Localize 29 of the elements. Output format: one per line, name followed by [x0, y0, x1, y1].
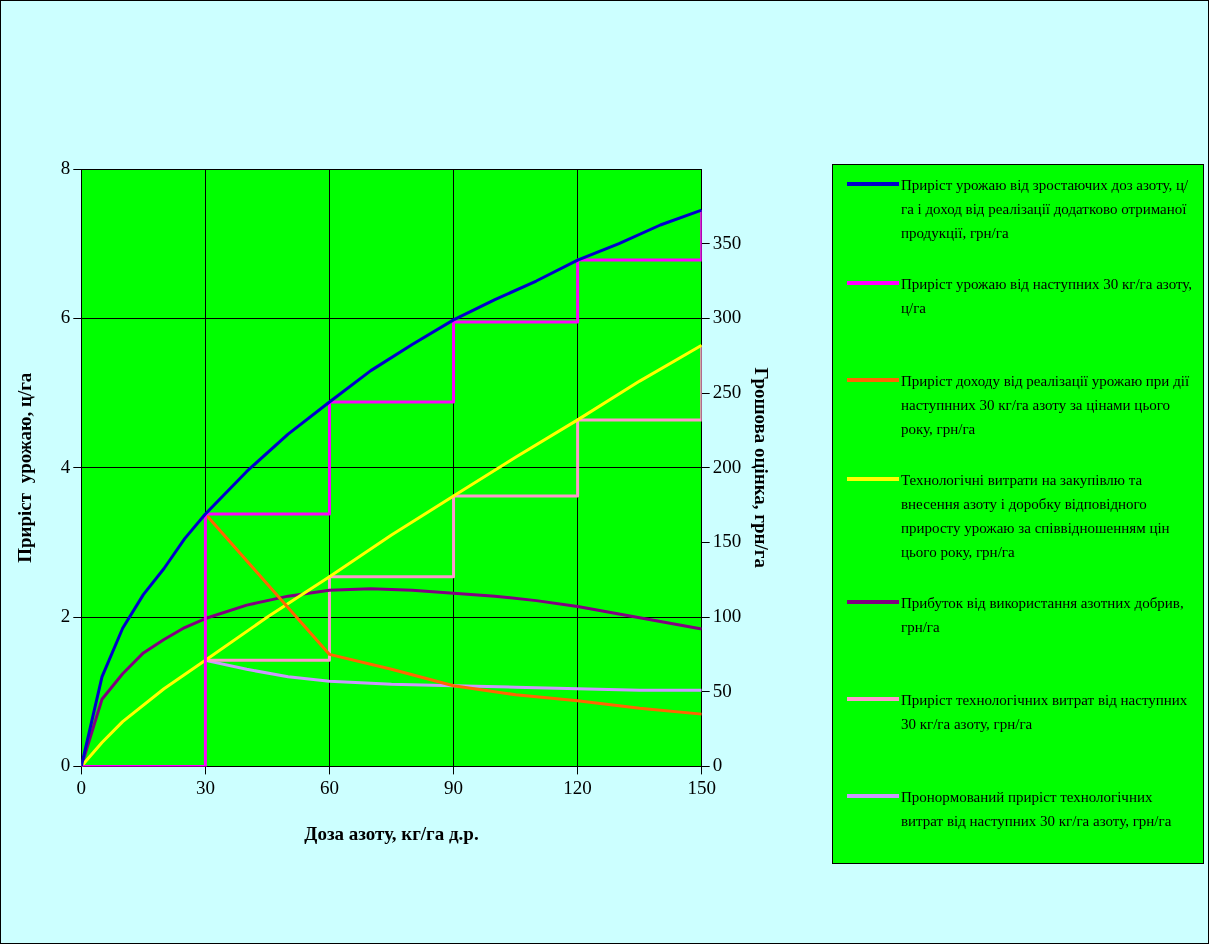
x-tick-label: 150 — [687, 776, 716, 798]
x-tick-label: 60 — [319, 776, 339, 798]
y2-tick-label: 250 — [712, 381, 742, 403]
legend-label: Приріст технологічних витрат від наступних 30 кг/га азоту, грн/га — [901, 691, 1189, 734]
y2-tick-label: 0 — [712, 754, 723, 776]
y2-tick-label: 200 — [712, 455, 742, 477]
legend-label: Прибуток від використання азотних добрив, грн/га — [901, 594, 1185, 637]
y-tick-label: 6 — [60, 306, 71, 328]
x-tick-label: 30 — [195, 776, 215, 798]
y-tick-label: 0 — [60, 754, 71, 776]
y2-tick-label: 100 — [712, 605, 742, 627]
x-tick-label: 90 — [444, 776, 464, 798]
legend-label: Приріст урожаю від зростаючих доз азоту, ц/га і доход від реалізації додатково отриманої продукції, грн/га — [901, 176, 1190, 243]
legend-label: Пронормований приріст технологічних витрат від наступних 30 кг/га азоту, грн/га — [901, 788, 1173, 831]
y2-tick-label: 50 — [712, 679, 732, 701]
y-tick-label: 2 — [60, 605, 71, 627]
y-tick-label: 8 — [60, 156, 71, 178]
legend-label: Технологічні витрати на закупівлю та внесення азоту і доробку відповідного приросту урожаю за співвідношенням цін цього року, грн/га — [901, 471, 1171, 562]
legend-label: Приріст доходу від реалізації урожаю при дії наступнних 30 кг/га азоту за цінами цього року, грн/га — [901, 372, 1191, 439]
y2-tick-label: 150 — [712, 530, 742, 552]
y-tick-label: 4 — [60, 455, 71, 477]
y2-tick-label: 300 — [712, 306, 742, 328]
x-axis-title: Доза азоту, кг/га д.р. — [304, 822, 479, 844]
legend-label: Приріст урожаю від наступних 30 кг/га азоту, ц/га — [901, 275, 1193, 318]
x-tick-label: 120 — [563, 776, 592, 798]
x-tick-label: 0 — [76, 776, 87, 798]
y2-tick-label: 350 — [712, 231, 742, 253]
y2-axis-title: Грошова оцінка, грн/га — [750, 367, 772, 569]
y-axis-title: Приріст урожаю, ц/га — [14, 372, 36, 563]
